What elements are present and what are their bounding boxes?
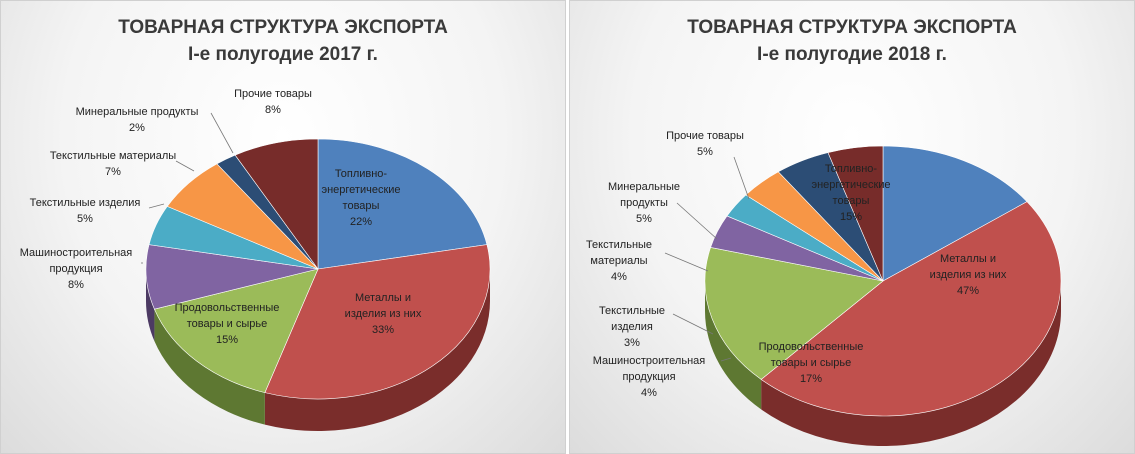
chart-2018-title-block: ТОВАРНАЯ СТРУКТУРА ЭКСПОРТА I-е полугоди… xyxy=(570,14,1134,68)
chart-2018-side-walls xyxy=(705,281,1061,446)
leader-line-минеральные-продукты xyxy=(210,112,234,154)
data-label-топливно-энергетические-товары: Топливно-энергетические товары 15% xyxy=(811,163,890,223)
slice-side-металлы-и-изделия-из-них xyxy=(264,269,490,432)
chart-2017-title-block: ТОВАРНАЯ СТРУКТУРА ЭКСПОРТА I-е полугоди… xyxy=(1,14,565,68)
data-label-машиностроительная-продукция: Машиностроительная продукция 8% xyxy=(20,247,132,291)
data-label-текстильные-изделия: Текстильные изделия 3% xyxy=(599,305,665,349)
slice-side-металлы-и-изделия-из-них xyxy=(761,281,1061,446)
data-label-прочие-товары: Прочие товары 8% xyxy=(234,88,312,116)
slice-side-машиностроительная-продукция xyxy=(146,269,155,342)
leader-line-текстильные-материалы xyxy=(664,252,709,272)
leader-line-текстильные-материалы xyxy=(175,160,195,172)
data-label-металлы-и-изделия-из-них: Металлы и изделия из них 47% xyxy=(930,253,1007,297)
leader-line-прочие-товары xyxy=(733,156,750,200)
chart-2017-subtitle: I-е полугодие 2017 г. xyxy=(188,44,378,65)
data-label-прочие-товары: Прочие товары 5% xyxy=(666,130,744,158)
chart-2018-pie: Топливно-энергетические товары 15% Металлы … xyxy=(586,130,1062,446)
leader-line-минеральные-продукты xyxy=(676,202,718,240)
leader-line-текстильные-изделия xyxy=(672,313,714,335)
pie-slice-прочие-товары xyxy=(234,138,319,270)
data-label-текстильные-изделия: Текстильные изделия 5% xyxy=(30,197,141,225)
chart-2018-title: ТОВАРНАЯ СТРУКТУРА ЭКСПОРТА xyxy=(687,17,1017,38)
pie-slice-продовольственные-товары-и-сырье xyxy=(154,268,319,393)
slice-side-продовольственные-товары-и-сырье xyxy=(705,281,762,410)
leader-line-текстильные-изделия xyxy=(148,203,165,209)
data-label-минеральные-продукты: Минеральные продукты 2% xyxy=(76,106,199,134)
chart-2017-side-walls xyxy=(146,269,490,432)
data-label-минеральные-продукты: Минеральные продукты 5% xyxy=(608,181,680,225)
pie-slice-металлы-и-изделия-из-них xyxy=(264,244,491,400)
pie-slice-топливно-энергетические-товары xyxy=(882,145,1028,282)
chart-2018-subtitle: I-е полугодие 2018 г. xyxy=(757,44,947,65)
leader-line-машиностроительная-продукция xyxy=(720,357,732,362)
data-label-топливно-энергетические-товары: Топливно-энергетические товары 22% xyxy=(321,168,400,228)
data-label-металлы-и-изделия-из-них: Металлы и изделия из них 33% xyxy=(345,292,422,336)
chart-2017-title: ТОВАРНАЯ СТРУКТУРА ЭКСПОРТА xyxy=(118,17,448,38)
chart-2017-pie: Топливно-энергетические товары 22% Металлы … xyxy=(20,88,491,432)
pie-slice-топливно-энергетические-товары xyxy=(317,138,488,270)
data-label-текстильные-материалы: Текстильные материалы 4% xyxy=(586,239,652,283)
data-label-продовольственные-товары-и-сырье: Продовольственные товары и сырье 15% xyxy=(175,302,280,346)
data-label-текстильные-материалы: Текстильные материалы 7% xyxy=(50,150,176,178)
data-label-продовольственные-товары-и-сырье: Продовольственные товары и сырье 17% xyxy=(759,341,864,385)
chart-2018-panel: ТОВАРНАЯ СТРУКТУРА ЭКСПОРТА I-е полугоди… xyxy=(569,0,1135,454)
pie-slice-металлы-и-изделия-из-них xyxy=(760,201,1062,417)
data-label-машиностроительная-продукция: Машиностроительная продукция 4% xyxy=(593,355,705,399)
slice-side-продовольственные-товары-и-сырье xyxy=(154,309,265,425)
pie-slice-прочие-товары xyxy=(827,145,884,282)
pie-slice-продовольственные-товары-и-сырье xyxy=(704,247,884,380)
chart-2017-panel: ТОВАРНАЯ СТРУКТУРА ЭКСПОРТА I-е полугоди… xyxy=(0,0,566,454)
